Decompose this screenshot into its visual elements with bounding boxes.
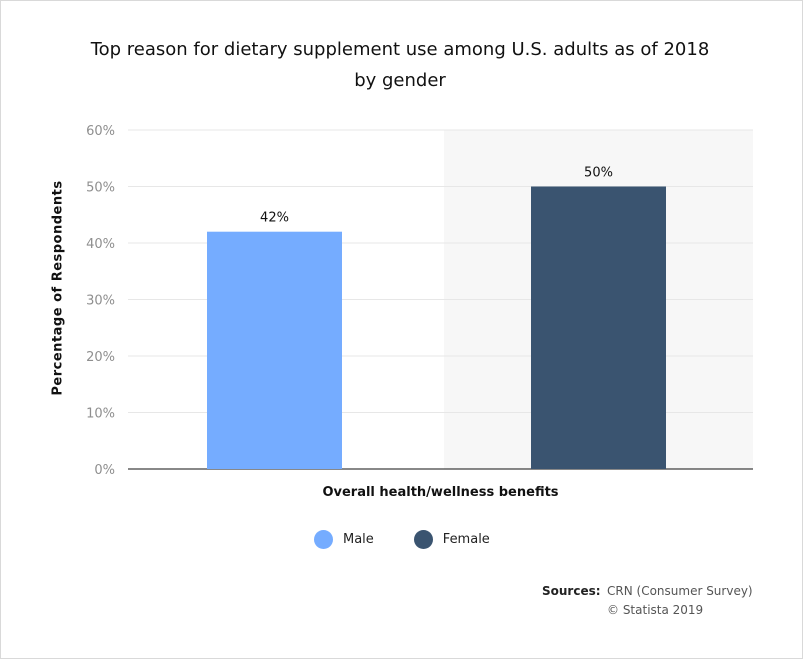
y-tick-label-60: 60% [86, 124, 115, 139]
data-label-male: 42% [260, 211, 289, 226]
legend-marker-male [314, 529, 333, 549]
x-axis-category-label: Overall health/wellness benefits [322, 485, 559, 500]
y-tick-label-10: 10% [86, 407, 115, 422]
legend-item-male[interactable]: Male [314, 529, 374, 549]
legend-item-female[interactable]: Female [413, 529, 490, 549]
sources-text: CRN (Consumer Survey) © Statista 2019 [607, 582, 753, 620]
legend: Male Female [314, 529, 490, 549]
legend-label-female: Female [442, 531, 490, 547]
data-label-female: 50% [584, 166, 613, 181]
y-tick-label-0: 0% [94, 463, 115, 478]
bar-male[interactable] [207, 231, 342, 469]
y-tick-label-20: 20% [86, 350, 115, 365]
y-tick-label-50: 50% [86, 181, 115, 196]
y-axis-title: Percentage of Respondents [50, 180, 66, 396]
source-line-2: © Statista 2019 [607, 603, 704, 617]
legend-marker-female [413, 529, 433, 549]
bar-female[interactable] [531, 186, 666, 470]
legend-label-male: Male [343, 531, 374, 547]
source-line-1[interactable]: CRN (Consumer Survey) [607, 584, 753, 598]
sources-label: Sources: [542, 584, 601, 598]
y-tick-label-40: 40% [86, 237, 115, 252]
chart-title: Top reason for dietary supplement use am… [90, 39, 710, 91]
y-tick-label-30: 30% [86, 294, 115, 309]
